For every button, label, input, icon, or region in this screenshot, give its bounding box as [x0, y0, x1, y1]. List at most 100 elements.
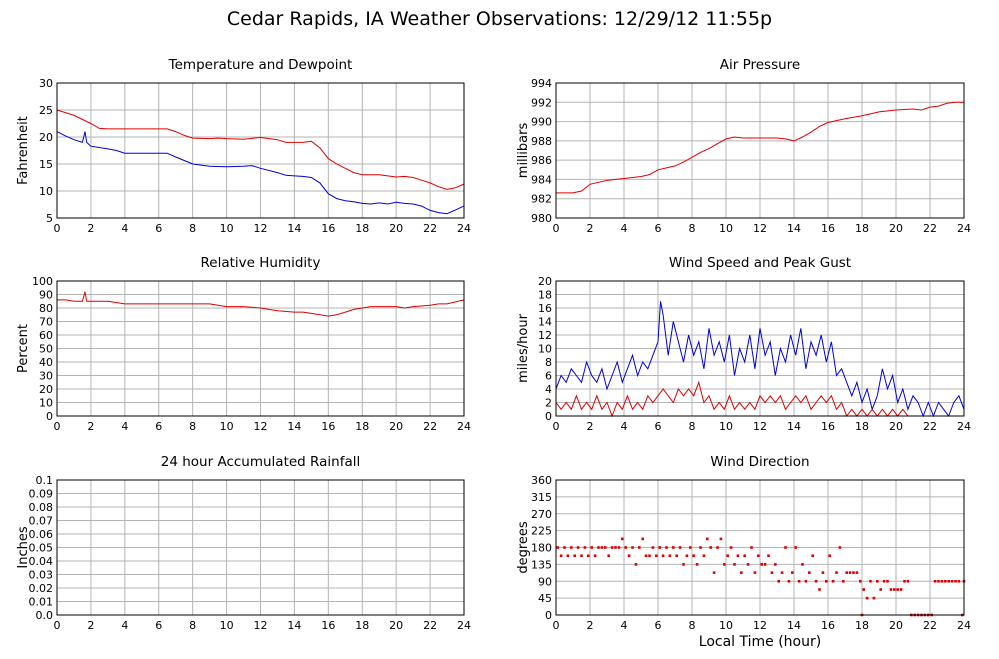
wind-direction-point	[801, 563, 804, 566]
wind-direction-point	[794, 546, 797, 549]
x-tick-label: 12	[753, 222, 767, 235]
x-tick-label: 2	[87, 222, 94, 235]
wind-direction-point	[821, 571, 825, 574]
x-tick-label: 0	[553, 619, 560, 632]
wind-direction-point	[947, 579, 950, 583]
wind-direction-point	[859, 579, 862, 583]
x-tick-label: 24	[957, 222, 971, 235]
wind-direction-point	[957, 579, 961, 583]
x-tick-label: 6	[155, 420, 162, 433]
wind-direction-point	[563, 546, 566, 549]
wind-direction-point	[566, 554, 570, 558]
x-tick-label: 20	[389, 619, 403, 632]
y-tick-label: 988	[531, 135, 552, 148]
y-tick-label: 50	[39, 343, 53, 356]
wind-direction-point	[604, 546, 607, 549]
y-tick-label: 0.1	[36, 474, 54, 487]
y-tick-label: 0.0	[36, 609, 54, 622]
x-tick-label: 8	[689, 619, 696, 632]
x-tick-label: 4	[621, 420, 628, 433]
x-tick-label: 4	[121, 222, 128, 235]
x-tick-label: 12	[753, 420, 767, 433]
y-tick-label: 360	[531, 474, 552, 487]
x-tick-label: 12	[254, 222, 268, 235]
y-tick-label: 10	[39, 185, 53, 198]
y-tick-label: 25	[39, 104, 53, 117]
wind-direction-point	[556, 546, 559, 549]
wind-direction-point	[570, 546, 573, 549]
wind-direction-point	[787, 579, 791, 583]
x-tick-label: 18	[355, 420, 369, 433]
wind-direction-point	[760, 563, 763, 566]
x-tick-label: 8	[689, 222, 696, 235]
wind-direction-point	[634, 563, 638, 566]
x-tick-label: 16	[821, 420, 835, 433]
y-axis-label: Fahrenheit	[16, 116, 31, 185]
y-tick-label: 100	[32, 275, 53, 288]
wind-direction-point	[944, 579, 947, 583]
wind-direction-point	[842, 579, 845, 583]
chart-title: 24 hour Accumulated Rainfall	[161, 454, 360, 470]
x-tick-label: 20	[389, 420, 403, 433]
x-tick-label: 24	[957, 420, 971, 433]
y-axis-label: Inches	[16, 526, 31, 568]
wind-direction-point	[852, 571, 855, 574]
x-tick-label: 18	[855, 222, 869, 235]
x-tick-label: 24	[457, 222, 471, 235]
wind-direction-point	[940, 579, 944, 583]
wind-direction-point	[665, 546, 668, 549]
wind-direction-point	[937, 579, 940, 583]
x-tick-label: 20	[889, 420, 903, 433]
x-tick-label: 6	[655, 619, 662, 632]
wind-direction-point	[797, 579, 801, 583]
series-line-1	[555, 380, 913, 418]
y-tick-label: 10	[39, 397, 53, 410]
wind-direction-point	[648, 554, 651, 558]
wind-direction-point	[638, 546, 641, 549]
x-tick-label: 2	[587, 619, 594, 632]
x-tick-label: 2	[587, 222, 594, 235]
y-tick-label: 16	[538, 302, 552, 315]
y-tick-label: 18	[538, 289, 552, 302]
wind-direction-point	[658, 546, 661, 549]
wind-direction-point	[743, 554, 746, 558]
x-tick-label: 10	[719, 222, 733, 235]
chart-title: Wind Direction	[710, 454, 809, 470]
y-tick-label: 20	[39, 383, 53, 396]
wind-direction-point	[848, 571, 852, 574]
wind-direction-point	[855, 571, 859, 574]
wind-direction-point	[573, 554, 576, 558]
wind-direction-point	[818, 588, 821, 591]
chart-title: Wind Speed and Peak Gust	[669, 255, 851, 271]
y-tick-label: 60	[39, 329, 53, 342]
y-tick-label: 225	[531, 525, 552, 538]
x-tick-label: 8	[189, 420, 196, 433]
wind-direction-point	[600, 546, 604, 549]
x-tick-label: 16	[321, 222, 335, 235]
wind-direction-point	[763, 563, 767, 566]
wind-direction-point	[672, 546, 675, 549]
y-tick-label: 0.08	[29, 501, 54, 514]
wind-direction-point	[736, 554, 740, 558]
y-tick-label: 20	[39, 131, 53, 144]
y-tick-label: 0	[46, 410, 53, 423]
y-tick-label: 15	[39, 158, 53, 171]
wind-direction-point	[678, 546, 682, 549]
y-tick-label: 90	[39, 289, 53, 302]
wind-direction-point	[631, 546, 634, 549]
wind-direction-point	[882, 579, 886, 583]
wind-direction-point	[559, 554, 563, 558]
x-tick-label: 14	[287, 222, 301, 235]
series-line-0	[56, 109, 465, 190]
y-tick-label: 0.06	[29, 528, 54, 541]
wind-direction-point	[675, 554, 678, 558]
x-tick-label: 18	[355, 222, 369, 235]
x-tick-label: 0	[54, 222, 61, 235]
x-tick-label: 16	[321, 619, 335, 632]
x-axis-label: Local Time (hour)	[698, 634, 822, 650]
wind-direction-point	[862, 588, 865, 591]
wind-direction-point	[726, 554, 729, 558]
